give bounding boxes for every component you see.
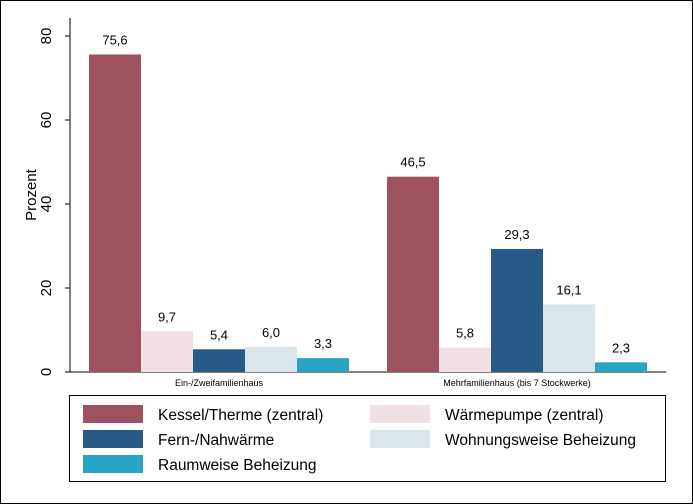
- bar: [543, 304, 595, 372]
- legend: Kessel/Therme (zentral) Wärmepumpe (zentr…: [69, 395, 666, 482]
- y-tick-label: 60: [38, 112, 55, 129]
- bar: [595, 362, 647, 372]
- bar: [439, 347, 491, 372]
- bar: [491, 248, 543, 372]
- plot-area: 0 20 40 60 80 Ein-/Zweifamilienhaus 75,6 9,7 5,4…: [38, 18, 666, 388]
- legend-label: Raumweise Beheizung: [158, 457, 317, 474]
- bar-value-label: 3,3: [314, 336, 332, 351]
- bar-value-label: 46,5: [400, 155, 425, 170]
- bar-value-label: 6,0: [262, 325, 280, 340]
- legend-swatch: [370, 405, 430, 423]
- bar: [245, 346, 297, 372]
- bar-value-label: 9,7: [158, 309, 176, 324]
- bar: [193, 349, 245, 372]
- bar-value-label: 5,8: [456, 326, 474, 341]
- bar: [89, 54, 141, 372]
- legend-swatch: [370, 430, 430, 448]
- bar-value-label: 16,1: [556, 282, 581, 297]
- x-category-label: Mehrfamilienhaus (bis 7 Stockwerke): [443, 378, 591, 388]
- legend-label: Kessel/Therme (zentral): [158, 407, 323, 424]
- legend-box: [69, 395, 666, 482]
- bar: [297, 358, 349, 372]
- bar-value-label: 2,3: [612, 340, 630, 355]
- y-tick-label: 20: [38, 280, 55, 297]
- y-tick-label: 0: [38, 368, 55, 376]
- legend-label: Wohnungsweise Beheizung: [445, 432, 636, 449]
- x-category-label: Ein-/Zweifamilienhaus: [175, 378, 264, 388]
- bar: [141, 331, 193, 372]
- legend-label: Fern-/Nahwärme: [158, 432, 274, 449]
- bar: [387, 176, 439, 372]
- legend-swatch: [83, 405, 143, 423]
- bar-value-label: 5,4: [210, 327, 228, 342]
- y-tick-label: 40: [38, 196, 55, 213]
- bar-value-label: 29,3: [504, 227, 529, 242]
- bar-value-label: 75,6: [102, 32, 127, 47]
- y-tick-label: 80: [38, 28, 55, 45]
- legend-swatch: [83, 455, 143, 473]
- y-axis-title: Prozent: [23, 168, 40, 221]
- legend-label: Wärmepumpe (zentral): [445, 407, 604, 424]
- legend-swatch: [83, 430, 143, 448]
